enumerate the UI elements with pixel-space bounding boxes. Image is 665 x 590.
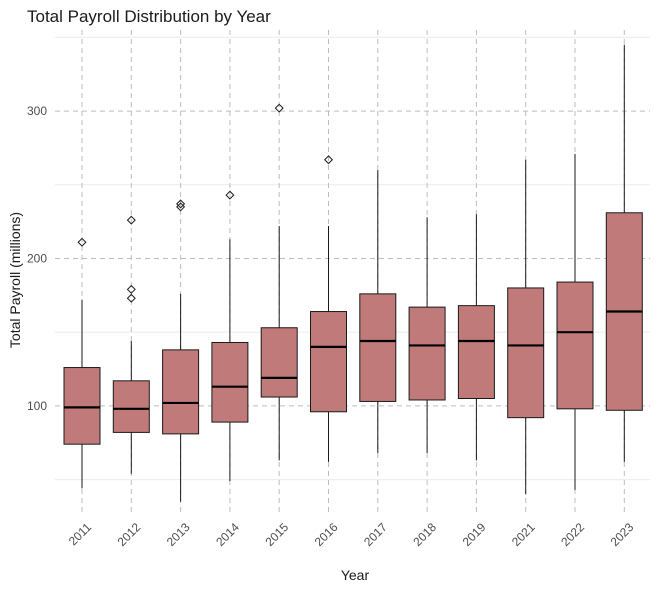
outlier-point xyxy=(176,199,186,209)
box-2018 xyxy=(408,217,446,454)
outlier-point xyxy=(225,190,235,200)
y-tick-label: 200 xyxy=(27,251,47,265)
box-2013 xyxy=(162,199,200,502)
outlier-point xyxy=(126,284,136,294)
x-tick-label: 2011 xyxy=(66,520,94,548)
box-2012 xyxy=(112,215,150,474)
x-tick-label: 2021 xyxy=(509,520,538,549)
box-body xyxy=(211,341,249,423)
box-2014 xyxy=(211,190,249,482)
box-2022 xyxy=(556,153,594,490)
x-tick-label: 2012 xyxy=(115,520,144,549)
x-tick-labels: 2011 2012 2013 2014 2015 2016 2017 2018 2019 2021… xyxy=(66,520,637,549)
outlier-point xyxy=(274,103,284,113)
box-body xyxy=(359,293,397,402)
box-body xyxy=(507,287,545,419)
box-body xyxy=(63,367,101,445)
x-axis-title: Year xyxy=(341,567,370,583)
y-tick-label: 100 xyxy=(27,399,47,413)
box-body xyxy=(260,327,298,398)
box-2023 xyxy=(605,44,643,462)
box-2016 xyxy=(310,155,347,462)
box-body xyxy=(112,380,150,433)
y-tick-label: 300 xyxy=(27,104,47,118)
chart-title: Total Payroll Distribution by Year xyxy=(27,7,271,26)
outlier-point xyxy=(126,293,136,303)
y-tick-labels: 100 200 300 xyxy=(27,104,47,413)
box-body xyxy=(162,349,200,435)
outlier-point xyxy=(77,237,87,247)
box-2015 xyxy=(260,103,298,461)
x-tick-label: 2023 xyxy=(608,520,637,549)
outlier-point xyxy=(126,215,136,225)
x-tick-label: 2013 xyxy=(164,520,193,549)
boxes xyxy=(63,44,643,502)
x-tick-label: 2015 xyxy=(262,520,291,549)
box-body xyxy=(408,306,446,401)
x-tick-label: 2019 xyxy=(460,520,489,549)
box-body xyxy=(310,311,347,413)
y-axis-title: Total Payroll (millions) xyxy=(7,212,23,348)
x-tick-label: 2017 xyxy=(361,520,390,549)
box-body xyxy=(457,305,495,400)
box-2021 xyxy=(507,159,545,495)
x-tick-label: 2022 xyxy=(558,520,587,549)
x-tick-label: 2014 xyxy=(213,520,242,549)
box-2019 xyxy=(457,214,495,461)
grid xyxy=(55,30,650,512)
box-2017 xyxy=(359,170,397,454)
outlier-point xyxy=(323,155,334,165)
x-tick-label: 2018 xyxy=(410,520,439,549)
x-tick-label: 2016 xyxy=(312,520,341,549)
box-2011 xyxy=(63,237,101,489)
box-body xyxy=(556,281,594,410)
